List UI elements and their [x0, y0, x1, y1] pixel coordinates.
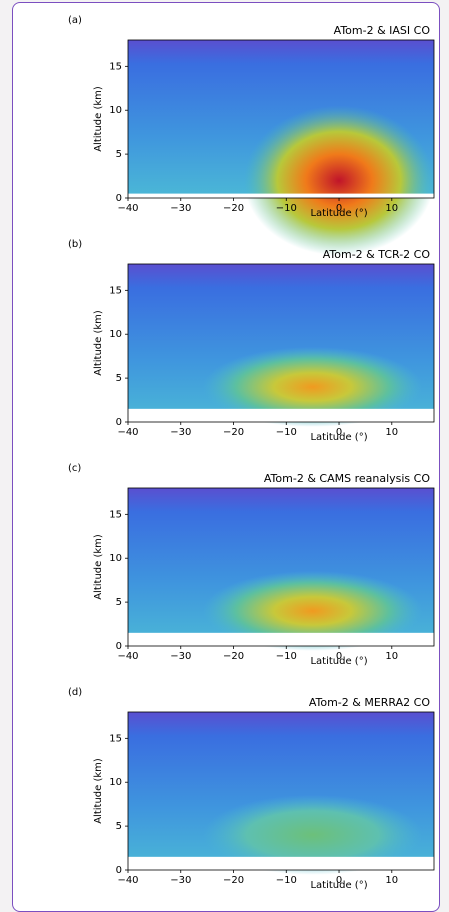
y-tick-label: 5 — [116, 597, 122, 608]
panel-label: (d) — [68, 687, 82, 698]
x-tick-label: −30 — [170, 875, 191, 886]
y-tick-label: 0 — [116, 865, 122, 876]
no-data-strip — [128, 856, 434, 870]
panel-label: (a) — [68, 15, 82, 26]
panel-label: (b) — [68, 239, 82, 250]
panel-label: (c) — [68, 463, 81, 474]
no-data-strip — [128, 632, 434, 646]
x-axis-label: Latitude (°) — [310, 208, 367, 219]
plot-frame — [127, 487, 435, 647]
x-tick-label: 0 — [336, 875, 342, 886]
x-tick-label: 10 — [385, 203, 398, 214]
y-axis-label: Altitude (km) — [93, 758, 104, 824]
heatmap-high — [202, 346, 423, 427]
x-tick-label: 0 — [336, 427, 342, 438]
x-tick-label: 0 — [336, 651, 342, 662]
x-tick-label: 10 — [385, 427, 398, 438]
x-tick-label: −10 — [276, 203, 297, 214]
x-tick-label: −40 — [117, 875, 138, 886]
y-tick-label: 10 — [109, 105, 122, 116]
x-tick-label: −10 — [276, 651, 297, 662]
x-tick-label: −40 — [117, 651, 138, 662]
plot-frame — [127, 39, 435, 199]
x-tick-label: −20 — [223, 875, 244, 886]
y-tick-label: 15 — [109, 733, 122, 744]
y-axis-label: Altitude (km) — [93, 310, 104, 376]
y-tick-label: 10 — [109, 553, 122, 564]
x-axis-label: Latitude (°) — [310, 432, 367, 443]
y-axis-label: Altitude (km) — [93, 86, 104, 152]
plot-frame — [127, 711, 435, 871]
x-tick-label: −40 — [117, 203, 138, 214]
x-tick-label: −30 — [170, 203, 191, 214]
x-tick-label: −10 — [276, 875, 297, 886]
x-tick-label: −40 — [117, 427, 138, 438]
no-data-strip — [128, 193, 434, 198]
heatmap-high — [202, 570, 423, 651]
x-tick-label: 10 — [385, 875, 398, 886]
chart-title: ATom-2 & IASI CO — [334, 24, 431, 37]
y-tick-label: 5 — [116, 149, 122, 160]
x-tick-label: −10 — [276, 427, 297, 438]
x-axis-label: Latitude (°) — [310, 656, 367, 667]
y-tick-label: 10 — [109, 777, 122, 788]
chart-title: ATom-2 & TCR-2 CO — [323, 248, 431, 261]
y-tick-label: 0 — [116, 641, 122, 652]
y-tick-label: 0 — [116, 417, 122, 428]
plot-frame — [127, 263, 435, 423]
y-tick-label: 15 — [109, 61, 122, 72]
chart-title: ATom-2 & CAMS reanalysis CO — [264, 472, 430, 485]
x-tick-label: −20 — [223, 427, 244, 438]
y-axis-label: Altitude (km) — [93, 534, 104, 600]
y-tick-label: 10 — [109, 329, 122, 340]
x-tick-label: −20 — [223, 651, 244, 662]
heatmap-high — [202, 794, 423, 875]
y-tick-label: 15 — [109, 285, 122, 296]
chart-title: ATom-2 & MERRA2 CO — [309, 696, 430, 709]
y-tick-label: 0 — [116, 193, 122, 204]
y-tick-label: 5 — [116, 821, 122, 832]
heatmap-high — [244, 105, 435, 256]
x-axis-label: Latitude (°) — [310, 880, 367, 891]
x-tick-label: −30 — [170, 427, 191, 438]
x-tick-label: 10 — [385, 651, 398, 662]
x-tick-label: −30 — [170, 651, 191, 662]
x-tick-label: 0 — [336, 203, 342, 214]
x-tick-label: −20 — [223, 203, 244, 214]
no-data-strip — [128, 408, 434, 422]
y-tick-label: 15 — [109, 509, 122, 520]
y-tick-label: 5 — [116, 373, 122, 384]
